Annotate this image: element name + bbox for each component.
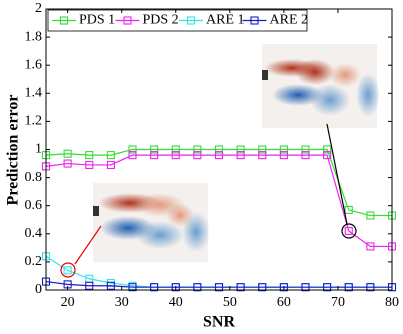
point [85, 151, 94, 160]
point [323, 145, 332, 154]
y-axis-label: Prediction error [5, 95, 22, 206]
point [193, 151, 202, 160]
point [171, 283, 180, 292]
point [85, 281, 94, 290]
legend-label: PDS 2 [143, 13, 179, 28]
y-tick-label: 1.6 [25, 57, 43, 72]
legend-marker [123, 16, 132, 25]
y-tick-label: 1.2 [25, 114, 43, 129]
point [63, 149, 72, 158]
y-tick-label: 0.2 [25, 254, 43, 269]
point [85, 160, 94, 170]
legend-label: ARE 2 [270, 13, 309, 28]
series-line [45, 148, 392, 217]
point [366, 283, 375, 292]
legend-marker [186, 16, 196, 25]
point [236, 151, 245, 160]
point [214, 151, 224, 160]
point [366, 242, 375, 251]
point [128, 283, 137, 292]
point [63, 159, 72, 168]
y-tick-label: 1 [35, 142, 42, 157]
point [150, 151, 159, 160]
point [301, 283, 310, 292]
series-line [45, 280, 392, 288]
point [279, 151, 288, 160]
y-tick-label: 0.8 [25, 170, 43, 185]
point [301, 145, 310, 154]
point [128, 145, 137, 154]
point [171, 145, 180, 154]
point [323, 151, 332, 160]
point [193, 145, 202, 154]
x-axis-label: SNR [203, 314, 235, 331]
x-tick-label: 50 [223, 295, 237, 310]
point [279, 145, 288, 154]
legend-marker [250, 16, 259, 25]
annotation-circle [341, 223, 357, 239]
point [258, 151, 267, 160]
series-line [45, 154, 392, 248]
point [171, 151, 180, 160]
point [344, 205, 353, 214]
point [258, 145, 267, 154]
point [128, 151, 137, 160]
y-tick-label: 0.4 [25, 226, 43, 241]
point [366, 211, 375, 220]
point [150, 283, 159, 292]
point [344, 283, 353, 292]
point [63, 266, 72, 275]
point [236, 283, 245, 292]
point [193, 283, 202, 292]
legend: PDS 1 PDS 2 ARE 1 ARE 2 [47, 9, 309, 32]
point [258, 283, 267, 292]
x-tick-label: 30 [115, 295, 129, 310]
y-tick-label: 1.8 [25, 29, 43, 44]
inset-image [262, 44, 380, 128]
x-tick-label: 40 [169, 295, 183, 310]
point [279, 283, 288, 292]
annotation-line [74, 225, 102, 265]
annotation-line [326, 123, 348, 225]
point [106, 160, 115, 170]
point [150, 145, 159, 154]
x-tick-label: 70 [331, 295, 345, 310]
point [236, 145, 245, 154]
legend-label: ARE 1 [206, 13, 245, 28]
point [106, 151, 115, 160]
x-tick-label: 60 [277, 295, 291, 310]
x-tick-label: 20 [61, 295, 75, 310]
legend-label: PDS 1 [79, 13, 115, 28]
legend-marker [59, 16, 69, 25]
annotation-circle [60, 262, 76, 278]
x-tick-label: 80 [385, 295, 399, 310]
point [344, 226, 353, 236]
point [106, 281, 115, 290]
y-tick-label: 1.4 [25, 86, 43, 101]
y-tick-label: 0 [35, 282, 42, 297]
point [323, 283, 332, 292]
point [301, 151, 310, 160]
inset-image [93, 183, 210, 262]
point [214, 145, 224, 154]
y-tick-label: 2 [35, 1, 42, 16]
point [214, 283, 224, 292]
y-tick-label: 0.6 [25, 198, 43, 213]
